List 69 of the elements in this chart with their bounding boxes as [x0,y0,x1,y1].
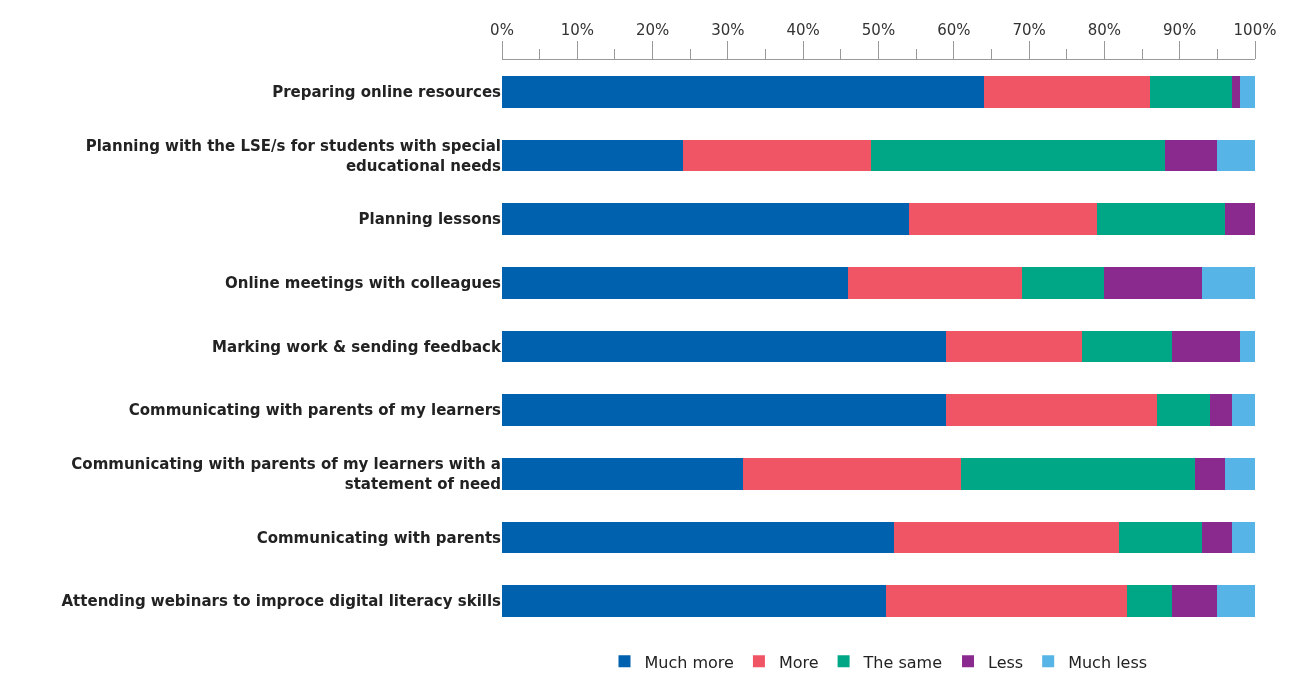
bar [502,585,887,618]
bar [502,330,947,363]
bar [1232,394,1255,427]
bar [908,203,1097,236]
bar [502,203,909,236]
legend-label: More [778,652,819,672]
bar [1126,585,1173,618]
y-tick-label: Communicating with parents of my learners with a statement of need [71,455,501,493]
x-tick-label: 20% [635,21,670,39]
legend-label: The same [862,652,943,672]
bar [1172,330,1240,363]
bar [1164,139,1218,172]
bar [1096,203,1225,236]
bar [1232,75,1240,108]
y-tick-label: Communicating with parents [256,528,502,547]
bar [502,394,947,427]
y-tick-label: Attending webinars to improce digital literacy skills [61,592,502,611]
bar [893,521,1120,554]
bar [983,75,1150,108]
bar [946,330,1082,363]
bar [1157,394,1210,427]
legend-label: Much more [644,652,734,672]
bar [1194,457,1225,490]
bar [682,139,871,172]
bar [502,75,984,108]
bar [502,139,683,172]
x-tick-label: 80% [1087,21,1122,39]
x-tick-label: 100% [1233,21,1277,39]
bar [742,457,962,490]
bar [1202,266,1255,299]
bar [1217,139,1255,172]
bar [1119,521,1203,554]
bar [870,139,1165,172]
legend-label: Less [988,652,1024,672]
bar [946,394,1158,427]
bar [886,585,1127,618]
bar [1021,266,1105,299]
bar [502,266,849,299]
bar [1172,585,1218,618]
x-tick-label: 70% [1012,21,1046,39]
bar [961,457,1195,490]
y-tick-label: Planning with the LSE/s for students with special educational needs [85,137,502,175]
y-tick-label: Online meetings with colleagues [224,274,502,293]
y-tick-label: Preparing online resources [272,83,502,102]
bar [1104,266,1203,299]
bar [1224,203,1255,236]
legend-label: Much less [1068,652,1148,672]
x-tick-label: 0% [490,21,514,39]
bar [1149,75,1233,108]
bar [1202,521,1233,554]
x-tick-label: 50% [861,21,896,39]
bar [1239,330,1255,363]
y-tick-label: Planning lessons [358,210,502,229]
bar [1217,585,1255,618]
y-tick-label: Marking work & sending feedback [212,337,503,356]
bar [1209,394,1233,427]
x-tick-label: 90% [1163,21,1197,39]
bar [848,266,1022,299]
y-tick-label: Communicating with parents of my learners [128,401,502,420]
bar [1232,521,1255,554]
bar [1081,330,1173,363]
bar [502,521,894,554]
x-tick-label: 40% [786,21,820,39]
bar [1224,457,1255,490]
x-tick-label: 60% [937,21,971,39]
bar [1239,75,1255,108]
x-tick-label: 30% [711,21,745,39]
x-tick-label: 10% [560,21,594,39]
bar [502,457,743,490]
